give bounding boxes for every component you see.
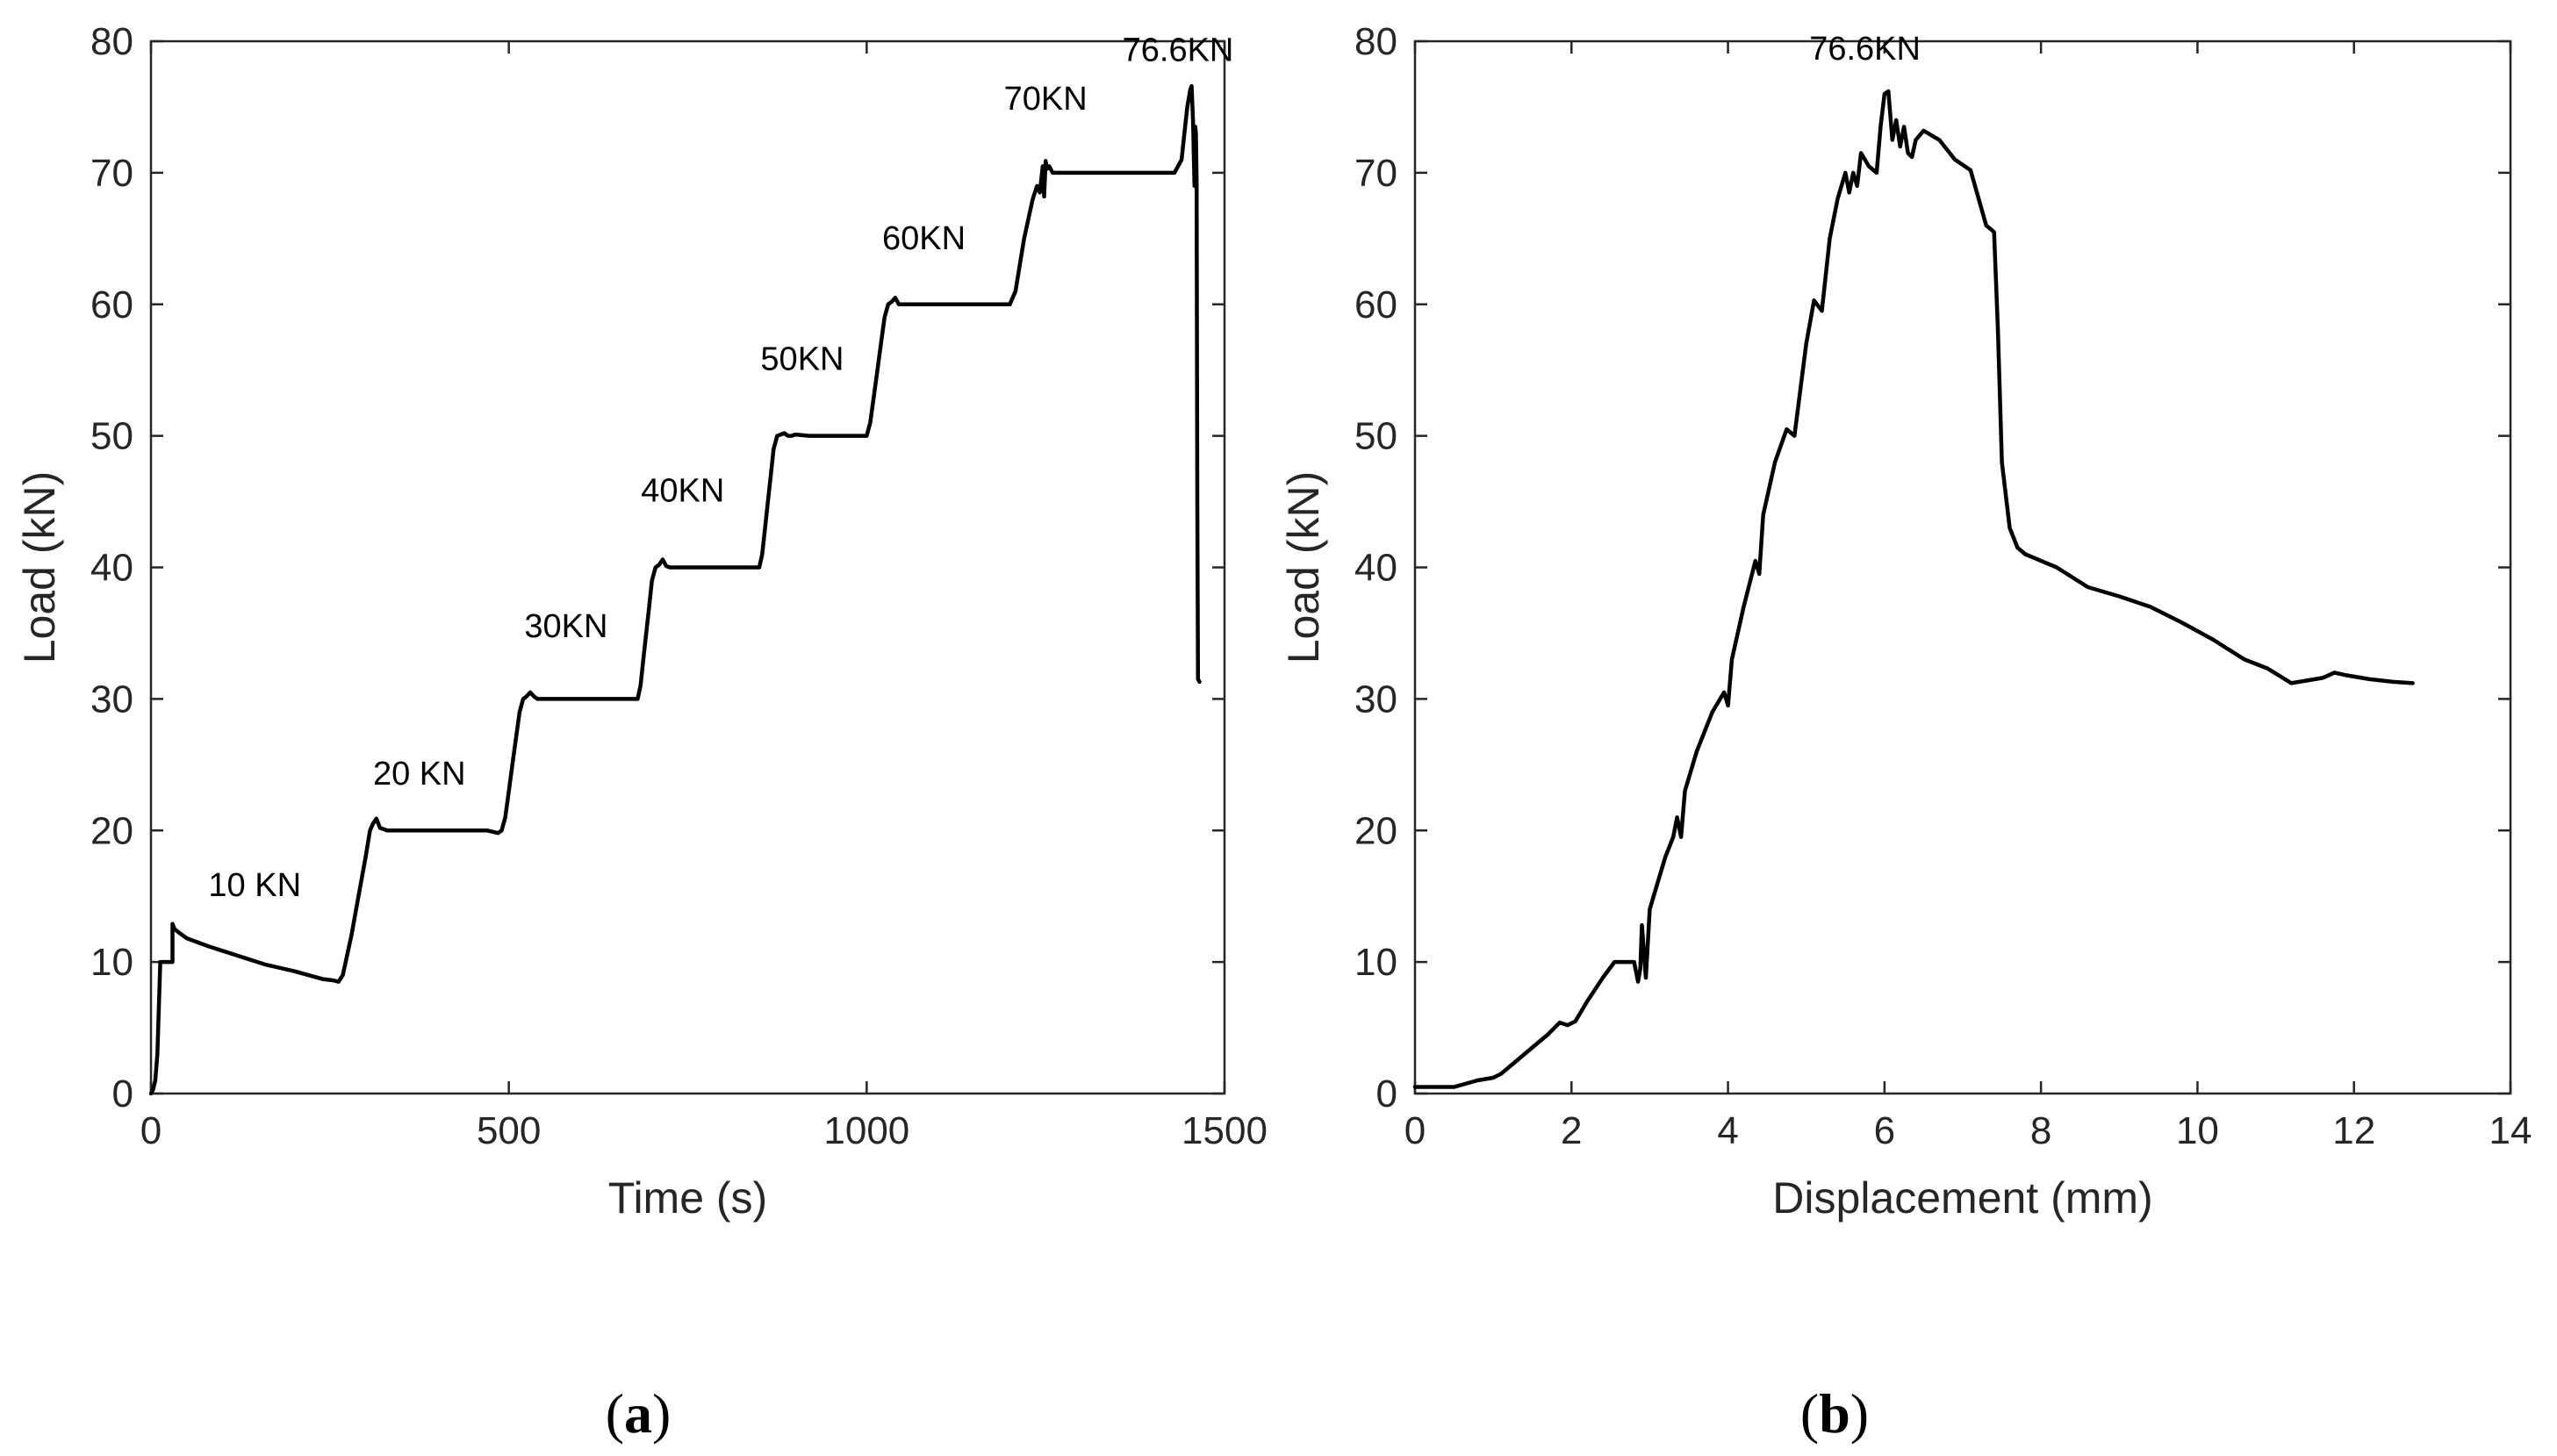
annotation-label: 76.6KN [1123, 32, 1234, 68]
y-axis-title: Load (kN) [15, 471, 64, 664]
x-tick-label: 0 [140, 1109, 162, 1152]
axes-box [1413, 39, 2512, 1095]
x-tick-label: 10 [2176, 1109, 2219, 1152]
y-tick-label: 60 [1354, 283, 1397, 326]
x-tick-label: 2 [1561, 1109, 1582, 1152]
series-line [148, 83, 1202, 1096]
panel-label-a: (a) [606, 1382, 672, 1445]
y-tick-label: 50 [90, 415, 133, 458]
x-tick-label: 6 [1874, 1109, 1895, 1152]
x-tick-label: 500 [477, 1109, 541, 1152]
y-tick-label: 80 [90, 20, 133, 63]
series-line [1412, 89, 2415, 1089]
x-tick-label: 12 [2332, 1109, 2375, 1152]
y-tick-label: 30 [1354, 678, 1397, 721]
y-tick-label: 70 [1354, 152, 1397, 195]
y-tick-label: 30 [90, 678, 133, 721]
annotation-label: 10 KN [208, 867, 301, 904]
panel-label-b: (b) [1800, 1382, 1869, 1445]
x-tick-label: 1500 [1182, 1109, 1268, 1152]
x-tick-label: 4 [1717, 1109, 1738, 1152]
annotation-label: 30KN [524, 608, 607, 645]
y-tick-label: 60 [90, 283, 133, 326]
annotation-label: 40KN [641, 473, 724, 510]
annotation-label: 60KN [882, 220, 966, 257]
annotation-label: 70KN [1004, 81, 1088, 118]
y-tick-label: 40 [90, 547, 133, 590]
y-tick-label: 70 [90, 152, 133, 195]
x-tick-label: 14 [2489, 1109, 2532, 1152]
chart-panel-b: 0 2 4 6 8 10 12 14 0 10 20 30 40 50 60 70 80 Displacement… [1279, 20, 2532, 1223]
x-axis-title: Displacement (mm) [1772, 1173, 2152, 1223]
y-tick-label: 80 [1354, 20, 1397, 63]
y-tick-label: 10 [90, 941, 133, 984]
y-tick-label: 20 [1354, 809, 1397, 852]
y-axis-title: Load (kN) [1279, 471, 1328, 664]
annotation-label: 20 KN [373, 756, 466, 793]
y-tick-label: 50 [1354, 415, 1397, 458]
y-tick-label: 40 [1354, 547, 1397, 590]
x-axis-title: Time (s) [608, 1173, 767, 1223]
y-tick-label: 10 [1354, 941, 1397, 984]
x-tick-label: 8 [2030, 1109, 2051, 1152]
annotation-label: 50KN [760, 341, 844, 378]
chart-panel-a: 0 500 1000 1500 0 10 20 30 40 50 60 70 80 Time (s) Loa… [15, 20, 1268, 1223]
y-tick-label: 20 [90, 809, 133, 852]
x-tick-label: 0 [1404, 1109, 1426, 1152]
annotation-label: 76.6KN [1809, 31, 1921, 68]
y-tick-label: 0 [1376, 1072, 1397, 1115]
y-tick-label: 0 [112, 1072, 133, 1115]
x-tick-label: 1000 [823, 1109, 909, 1152]
